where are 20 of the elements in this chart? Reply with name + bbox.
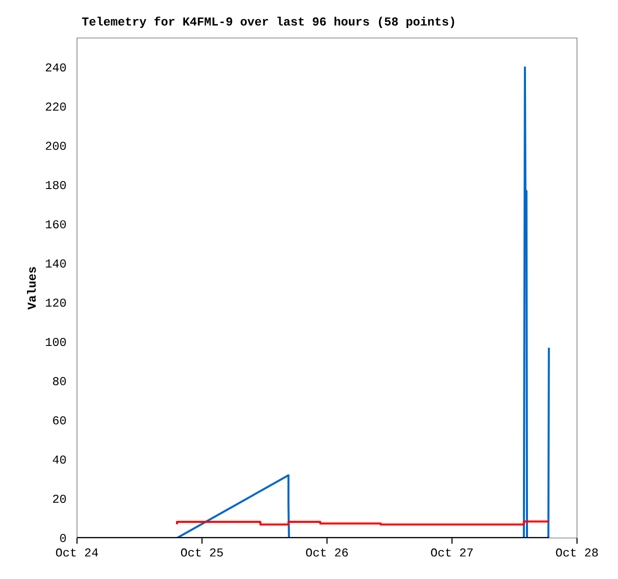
y-tick-label: 20 bbox=[53, 494, 66, 503]
y-tick-label: 180 bbox=[46, 180, 66, 190]
y-tick-label: 240 bbox=[46, 63, 66, 72]
y-tick-label: 220 bbox=[46, 102, 66, 111]
chart-title: Telemetry for K4FML-9 over last 96 hours (58 points) bbox=[82, 16, 454, 28]
x-tick-label: Oct 26 bbox=[306, 548, 348, 557]
x-tick-label: Oct 25 bbox=[181, 548, 223, 557]
x-tick-label: Oct 27 bbox=[431, 548, 473, 557]
y-tick-label: 160 bbox=[46, 220, 66, 228]
y-tick-label: 0 bbox=[60, 534, 66, 542]
y-tick-label: 80 bbox=[52, 377, 66, 386]
y-tick-label: 40 bbox=[52, 455, 66, 464]
y-tick-label: 100 bbox=[46, 338, 66, 346]
x-tick-label: Oct 24 bbox=[56, 548, 98, 557]
y-tick-label: 140 bbox=[46, 259, 66, 268]
y-tick-label: 200 bbox=[46, 142, 66, 150]
y-axis-title: Values bbox=[27, 267, 36, 310]
y-tick-label: 120 bbox=[46, 298, 66, 307]
y-tick-label: 60 bbox=[53, 416, 66, 424]
x-tick-label: Oct 28 bbox=[556, 548, 598, 557]
